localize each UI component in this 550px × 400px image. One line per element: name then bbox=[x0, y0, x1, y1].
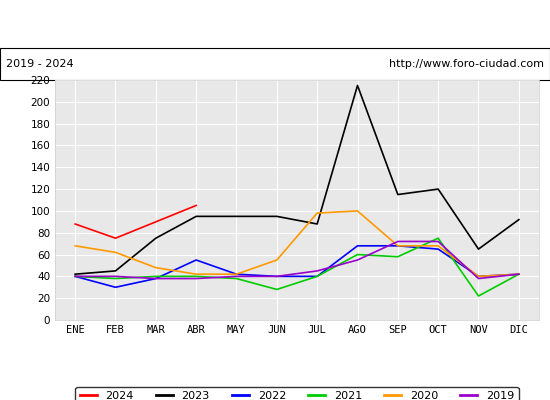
Text: http://www.foro-ciudad.com: http://www.foro-ciudad.com bbox=[389, 59, 544, 69]
Legend: 2024, 2023, 2022, 2021, 2020, 2019: 2024, 2023, 2022, 2021, 2020, 2019 bbox=[75, 387, 519, 400]
Text: 2019 - 2024: 2019 - 2024 bbox=[6, 59, 73, 69]
Text: Evolucion Nº Turistas Extranjeros en el municipio de Carbonero el Mayor: Evolucion Nº Turistas Extranjeros en el … bbox=[3, 18, 547, 30]
